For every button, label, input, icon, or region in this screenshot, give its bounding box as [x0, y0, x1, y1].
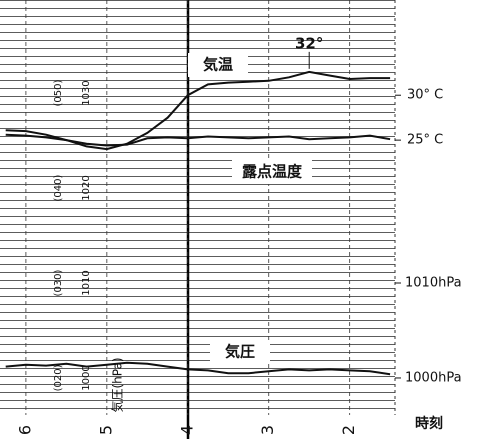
inner-tick-label: 1020: [81, 175, 92, 200]
inner-tick-label: 1010: [81, 270, 92, 295]
inner-tick-code: (030): [53, 269, 64, 296]
chart: 6 5 4 3 2 時刻 25° C 30° C 1000hPa 1010hPa 1000 (020)…: [0, 0, 482, 439]
series-label: 気温: [203, 56, 233, 74]
y2-tick-label: 1000hPa: [405, 370, 462, 385]
y2-tick-label: 1010hPa: [405, 275, 462, 290]
x-axis-label: 時刻: [415, 415, 443, 432]
inner-tick-code: (020): [53, 364, 64, 391]
inner-tick-code: (040): [53, 174, 64, 201]
inner-tick-label: 1000: [81, 365, 92, 390]
x-tick-label: 6: [15, 425, 34, 435]
x-tick-label: 3: [258, 425, 277, 435]
annotation: 32°: [295, 34, 323, 52]
series-label: 気圧: [225, 343, 255, 361]
inner-tick-code: (050): [53, 80, 64, 107]
inner-tick-label: 1030: [81, 80, 92, 105]
x-tick-label: 2: [339, 425, 358, 435]
series-label: 露点温度: [242, 163, 303, 181]
y-tick-label: 30° C: [407, 88, 443, 103]
y-tick-label: 25° C: [407, 133, 443, 148]
x-tick-label: 5: [96, 425, 115, 435]
x-tick-label: 4: [177, 425, 196, 435]
inner-axis-label: 気圧(hPa): [110, 357, 125, 412]
